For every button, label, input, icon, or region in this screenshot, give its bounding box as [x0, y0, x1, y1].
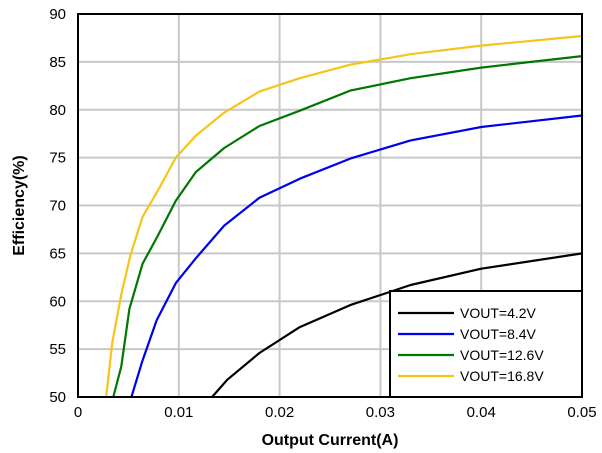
legend: VOUT=4.2V VOUT=8.4V VOUT=12.6V VOUT=16.8V — [389, 290, 583, 398]
y-tick-label: 55 — [49, 341, 66, 358]
series-line-1 — [211, 252, 584, 399]
series-layer — [105, 34, 584, 399]
y-tick-label: 50 — [49, 389, 66, 406]
y-tick-label: 80 — [49, 102, 66, 119]
tick-labels: 0 0.01 0.02 0.03 0.04 0.05 50 55 60 65 70 75 80 85 90 — [49, 6, 596, 421]
grid-lines — [78, 14, 582, 397]
y-tick-label: 65 — [49, 245, 66, 262]
legend-label-2: VOUT=8.4V — [460, 326, 537, 342]
y-tick-label: 60 — [49, 293, 66, 310]
plot-frame — [77, 13, 583, 398]
x-axis-title: Output Current(A) — [262, 432, 399, 449]
x-tick-label: 0.05 — [567, 404, 596, 421]
legend-box — [389, 290, 583, 398]
x-tick-label: 0.03 — [366, 404, 395, 421]
y-tick-label: 85 — [49, 54, 66, 71]
y-tick-label: 75 — [49, 150, 66, 167]
series-line-4 — [105, 34, 584, 399]
y-tick-label: 70 — [49, 198, 66, 215]
x-tick-label: 0 — [74, 404, 82, 421]
legend-label-1: VOUT=4.2V — [460, 305, 537, 321]
series-line-2 — [130, 114, 584, 399]
x-tick-label: 0.01 — [164, 404, 193, 421]
x-tick-label: 0.04 — [467, 404, 496, 421]
legend-label-3: VOUT=12.6V — [460, 347, 544, 363]
y-axis-title: Efficiency(%) — [11, 155, 28, 255]
series-line-3 — [112, 54, 584, 399]
legend-label-4: VOUT=16.8V — [460, 368, 544, 384]
y-tick-label: 90 — [49, 6, 66, 23]
x-tick-label: 0.02 — [265, 404, 294, 421]
